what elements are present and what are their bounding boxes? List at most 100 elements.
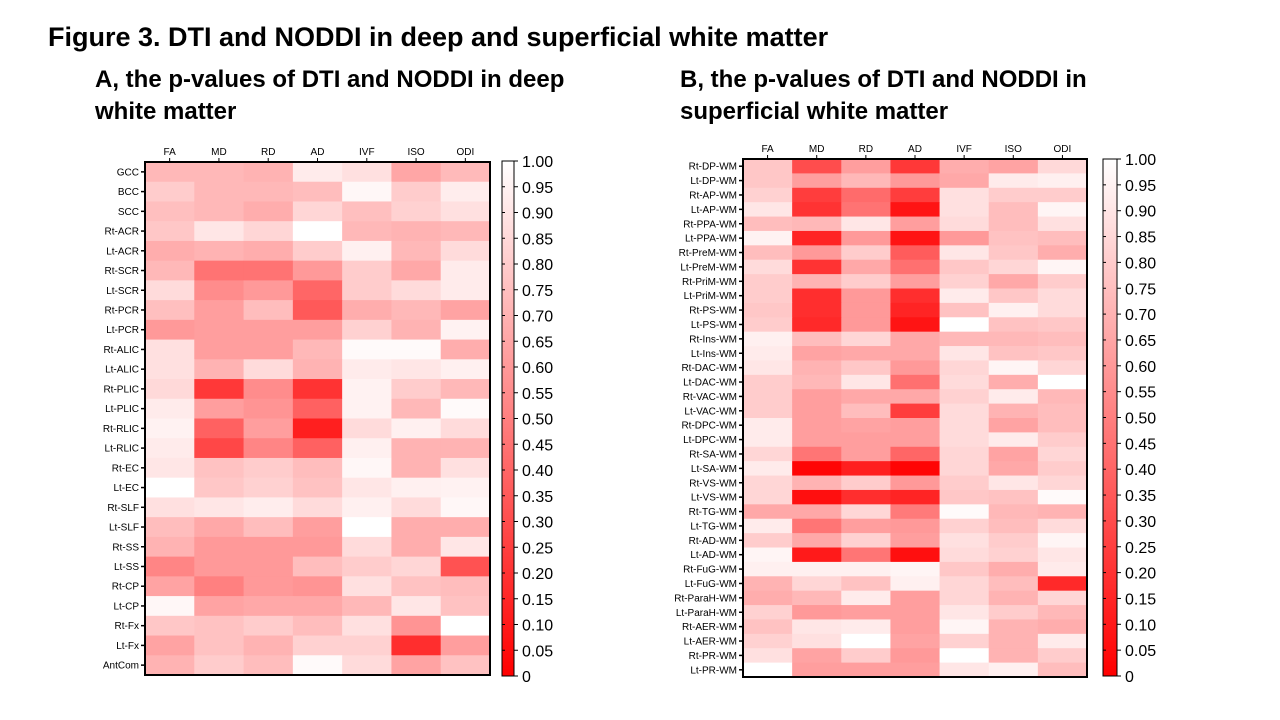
cell-Lt-PCR-RD bbox=[243, 319, 294, 341]
column-label: ODI bbox=[1054, 144, 1072, 155]
cell-Rt-ACR-MD bbox=[194, 221, 245, 242]
cell-Rt-SS-IVF bbox=[342, 536, 392, 558]
cell-Rt-PR-WM-ODI bbox=[1037, 648, 1088, 664]
colorbar-label: 0.70 bbox=[522, 309, 553, 326]
cell-Rt-FuG-WM-IVF bbox=[939, 561, 990, 577]
row-label: Rt-FuG-WM bbox=[683, 565, 737, 576]
cell-Lt-PLIC-FA bbox=[145, 398, 195, 419]
cell-Lt-DAC-WM-ISO bbox=[988, 374, 1039, 390]
cell-Rt-DP-WM-ODI bbox=[1037, 159, 1088, 174]
heatmap-b: FA MD RD AD IVF ISO ODI Rt-DP-WM Lt-DP-WM Rt-AP-W… bbox=[674, 144, 1156, 686]
cell-Rt-DP-WM-MD bbox=[792, 159, 842, 174]
cell-Lt-PCR-ISO bbox=[391, 319, 442, 341]
cell-Rt-SLF-MD bbox=[194, 497, 245, 518]
row-label: Rt-SCR bbox=[105, 266, 139, 277]
cell-Rt-Ins-WM-ISO bbox=[988, 331, 1039, 347]
colorbar-label: 0.10 bbox=[1125, 617, 1156, 634]
row-label: Rt-AP-WM bbox=[689, 190, 737, 201]
cell-Lt-PCR-MD bbox=[194, 319, 245, 341]
row-label: Rt-PLIC bbox=[103, 384, 139, 395]
cell-Lt-PR-WM-ISO bbox=[988, 662, 1039, 678]
colorbar-label: 0.25 bbox=[522, 540, 553, 557]
cell-Lt-SA-WM-MD bbox=[792, 461, 842, 477]
cell-Rt-PR-WM-AD bbox=[890, 648, 941, 664]
colorbar-label: 0 bbox=[1125, 669, 1134, 686]
cell-Lt-AER-WM-ODI bbox=[1037, 633, 1088, 649]
cell-Rt-SCR-RD bbox=[243, 260, 294, 281]
row-label: Rt-RLIC bbox=[103, 424, 139, 435]
cell-GCC-AD bbox=[292, 162, 343, 183]
cell-Rt-PCR-IVF bbox=[342, 300, 392, 321]
row-label: Rt-DP-WM bbox=[689, 162, 737, 173]
cell-Lt-RLIC-AD bbox=[292, 438, 343, 459]
cell-Lt-ALIC-ISO bbox=[391, 359, 442, 380]
cell-Rt-AER-WM-RD bbox=[841, 619, 891, 635]
cell-Lt-PreM-WM-FA bbox=[743, 259, 793, 275]
cell-Lt-VS-WM-ODI bbox=[1037, 489, 1088, 505]
cell-Lt-AP-WM-IVF bbox=[939, 202, 990, 218]
cell-Lt-ACR-ISO bbox=[391, 240, 442, 262]
row-label: Rt-VS-WM bbox=[689, 478, 737, 489]
cell-AntCom-MD bbox=[194, 655, 245, 676]
cell-Rt-DAC-WM-RD bbox=[841, 360, 891, 376]
colorbar-label: 0.60 bbox=[522, 360, 553, 377]
cell-Rt-DPC-WM-RD bbox=[841, 418, 891, 433]
cell-Lt-PriM-WM-ISO bbox=[988, 288, 1039, 304]
cell-Rt-PR-WM-ISO bbox=[988, 648, 1039, 664]
cell-Lt-DPC-WM-FA bbox=[743, 432, 793, 448]
row-label: Lt-Fx bbox=[116, 641, 139, 652]
panel-b-title: B, the p-values of DTI and NODDI in supe… bbox=[680, 66, 1087, 125]
cell-Rt-DPC-WM-FA bbox=[743, 418, 793, 433]
cell-Lt-EC-IVF bbox=[342, 477, 392, 498]
cell-Rt-PLIC-IVF bbox=[342, 379, 392, 400]
cell-Rt-DP-WM-ISO bbox=[988, 159, 1039, 174]
cell-Rt-SA-WM-ODI bbox=[1037, 446, 1088, 462]
cell-Lt-AER-WM-FA bbox=[743, 633, 793, 649]
cell-Lt-PreM-WM-ISO bbox=[988, 259, 1039, 275]
cell-Lt-PLIC-ODI bbox=[440, 398, 491, 419]
colorbar-label: 0.20 bbox=[1125, 566, 1156, 583]
cell-Rt-PreM-WM-IVF bbox=[939, 245, 990, 261]
cell-Lt-PLIC-ISO bbox=[391, 398, 442, 419]
cell-Rt-RLIC-IVF bbox=[342, 418, 392, 439]
cell-Lt-TG-WM-MD bbox=[792, 518, 842, 534]
cell-Lt-AER-WM-AD bbox=[890, 633, 941, 649]
cell-Lt-SS-ODI bbox=[440, 556, 491, 577]
cell-Lt-SLF-ODI bbox=[440, 517, 491, 538]
cell-Lt-AD-WM-ODI bbox=[1037, 547, 1088, 563]
cell-Rt-VS-WM-FA bbox=[743, 475, 793, 491]
cell-Rt-SS-AD bbox=[292, 536, 343, 558]
cell-Rt-SA-WM-RD bbox=[841, 446, 891, 462]
colorbar-label: 0.55 bbox=[522, 386, 553, 403]
cell-Lt-SCR-IVF bbox=[342, 280, 392, 301]
cell-Lt-TG-WM-IVF bbox=[939, 518, 990, 534]
cell-Rt-SLF-AD bbox=[292, 497, 343, 518]
cell-Rt-Ins-WM-ODI bbox=[1037, 331, 1088, 347]
cell-Lt-VS-WM-RD bbox=[841, 489, 891, 505]
cell-Lt-FuG-WM-ODI bbox=[1037, 576, 1088, 592]
column-label: ISO bbox=[407, 147, 424, 158]
cell-Rt-AP-WM-FA bbox=[743, 187, 793, 203]
cell-Lt-PS-WM-FA bbox=[743, 317, 793, 333]
cell-Lt-PS-WM-AD bbox=[890, 317, 941, 333]
cell-Rt-AD-WM-ODI bbox=[1037, 533, 1088, 548]
cell-Lt-Ins-WM-ODI bbox=[1037, 346, 1088, 361]
cell-Rt-PS-WM-IVF bbox=[939, 302, 990, 318]
cell-Rt-PR-WM-FA bbox=[743, 648, 793, 664]
cell-Lt-SA-WM-IVF bbox=[939, 461, 990, 477]
cell-Rt-AP-WM-RD bbox=[841, 187, 891, 203]
column-label: MD bbox=[809, 144, 825, 155]
cell-Lt-DP-WM-RD bbox=[841, 173, 891, 189]
row-label: Lt-SS bbox=[114, 562, 139, 573]
cell-Rt-PLIC-RD bbox=[243, 379, 294, 400]
cell-Lt-Ins-WM-AD bbox=[890, 346, 941, 361]
cell-Rt-PLIC-AD bbox=[292, 379, 343, 400]
colorbar-label: 0.60 bbox=[1125, 359, 1156, 376]
colorbar-label: 0.25 bbox=[1125, 540, 1156, 557]
cell-Rt-SS-ISO bbox=[391, 536, 442, 558]
row-label: Lt-VS-WM bbox=[691, 493, 737, 504]
cell-Rt-EC-MD bbox=[194, 457, 245, 479]
cell-Rt-VAC-WM-AD bbox=[890, 389, 941, 405]
cell-Lt-CP-ISO bbox=[391, 596, 442, 617]
cell-Lt-SS-AD bbox=[292, 556, 343, 577]
